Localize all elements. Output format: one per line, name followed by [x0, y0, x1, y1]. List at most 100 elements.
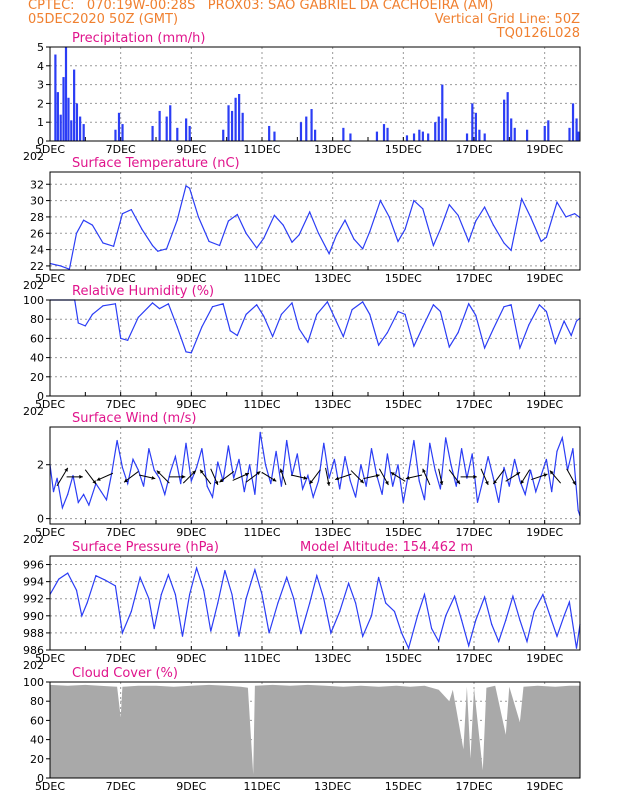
data-point — [148, 598, 150, 600]
data-point — [238, 458, 240, 460]
panel-frame — [49, 46, 581, 142]
precip-bar — [465, 133, 469, 141]
wind-arrow-head — [214, 481, 219, 485]
data-point — [521, 198, 523, 200]
precip-bar — [571, 103, 575, 141]
data-point — [307, 474, 309, 477]
header-line-2-left: 05DEC2020 50Z (GMT) — [28, 12, 179, 27]
data-point — [365, 485, 367, 487]
data-point — [545, 310, 548, 313]
data-point — [556, 450, 558, 452]
data-point — [349, 480, 351, 482]
data-point — [351, 309, 353, 311]
data-point — [572, 448, 574, 450]
data-point — [95, 575, 97, 577]
data-point — [176, 219, 178, 221]
data-point — [120, 337, 122, 339]
wind-arrow-head — [390, 472, 395, 476]
data-point — [554, 342, 556, 344]
data-point — [75, 589, 78, 591]
precip-bar — [568, 127, 571, 141]
y-tick-label: 0 — [37, 513, 44, 526]
data-point — [211, 496, 214, 498]
precip-bar — [79, 116, 82, 141]
data-point — [330, 632, 332, 634]
data-point — [450, 464, 452, 466]
precip-bar — [56, 92, 59, 141]
wind-arrow-head — [326, 482, 331, 486]
data-point — [455, 485, 457, 487]
precip-bar — [310, 109, 313, 141]
y-tick-label: 100 — [23, 676, 44, 689]
precip-bar — [349, 133, 352, 141]
series-line — [49, 565, 581, 651]
data-point — [468, 645, 470, 647]
data-point — [408, 647, 410, 649]
y-tick-label: 0 — [37, 390, 44, 403]
panel-frame — [49, 299, 581, 397]
data-point — [180, 483, 182, 485]
data-point — [575, 647, 578, 649]
data-point — [157, 250, 159, 252]
data-point — [100, 491, 102, 493]
data-point — [52, 491, 55, 493]
data-point — [137, 469, 139, 471]
precip-bar — [543, 125, 546, 141]
data-point — [549, 615, 551, 617]
data-point — [158, 308, 161, 310]
data-point — [512, 595, 514, 597]
precip-bar — [151, 125, 154, 141]
precip-bar — [506, 92, 509, 141]
data-point — [482, 480, 484, 482]
x-tick-label: 15DEC — [385, 652, 422, 665]
wind-arrow-head — [422, 468, 426, 473]
y-tick-label: 990 — [23, 610, 44, 623]
data-point — [510, 249, 512, 251]
wind-arrow-head — [543, 473, 548, 478]
panel-annotation: Model Altitude: 154.462 m — [300, 540, 473, 555]
data-point — [121, 213, 123, 215]
data-point — [238, 635, 240, 637]
y-tick-label: 60 — [30, 332, 44, 345]
data-point — [181, 635, 184, 637]
data-point — [139, 576, 141, 579]
data-point — [385, 602, 387, 604]
data-point — [408, 472, 410, 474]
wind-arrow-head — [309, 480, 314, 484]
x-year-stub: 202 — [23, 279, 44, 292]
data-point — [91, 313, 93, 315]
data-point — [245, 232, 247, 234]
precip-bar — [268, 125, 271, 141]
data-point — [503, 466, 505, 468]
data-point — [574, 213, 576, 215]
data-point — [487, 456, 489, 458]
precip-bar — [75, 103, 79, 141]
y-tick-label: 40 — [30, 352, 44, 365]
data-point — [529, 469, 532, 471]
data-point — [422, 208, 424, 210]
wind-arrow-head — [192, 470, 196, 475]
data-point — [153, 469, 155, 471]
data-point — [328, 477, 330, 479]
data-point — [397, 310, 399, 313]
x-tick-label: 9DEC — [176, 398, 206, 411]
data-point — [429, 442, 431, 444]
data-point — [189, 187, 191, 189]
data-point — [185, 351, 187, 353]
precip-bar — [114, 129, 117, 141]
wind-arrow-head — [151, 476, 156, 480]
data-point — [190, 480, 192, 482]
data-point — [335, 235, 337, 237]
data-point — [468, 303, 470, 305]
wind-arrow-head — [456, 480, 460, 484]
x-tick-label: 17DEC — [455, 526, 492, 539]
wind-arrow-head — [219, 478, 224, 483]
precip-bar — [526, 129, 529, 141]
x-tick-label: 13DEC — [314, 398, 351, 411]
y-tick-label: 26 — [30, 227, 44, 240]
y-tick-label: 996 — [23, 559, 44, 572]
wind-arrow-head — [181, 474, 186, 479]
data-point — [217, 461, 219, 463]
data-point — [514, 458, 516, 460]
data-point — [58, 578, 60, 580]
